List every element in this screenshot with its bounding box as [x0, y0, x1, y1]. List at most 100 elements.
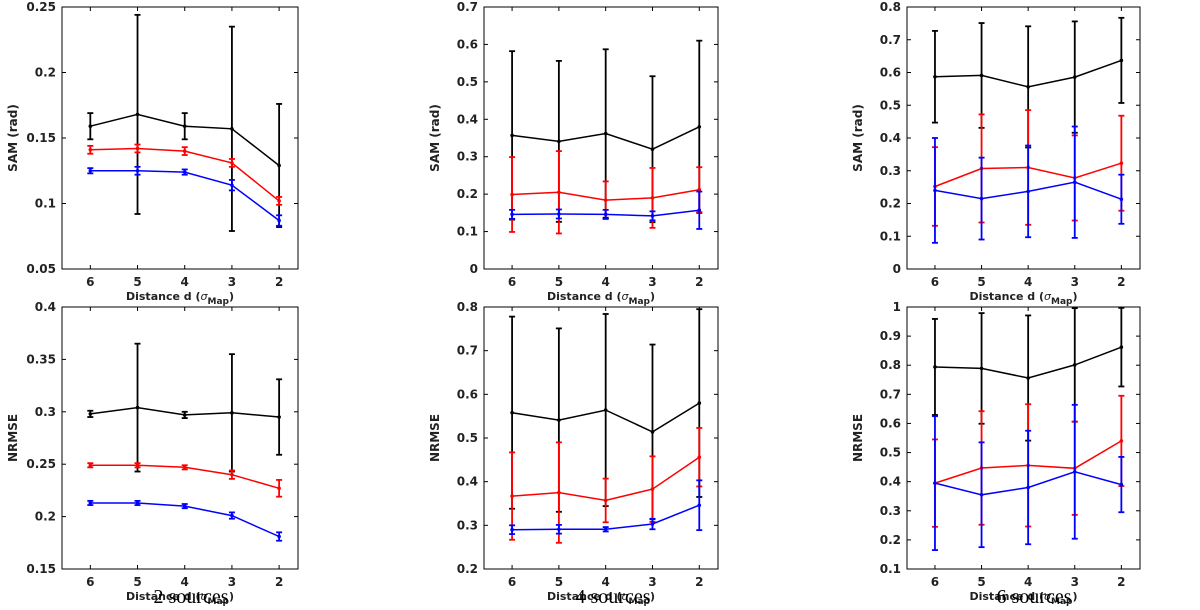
data-point — [88, 168, 93, 173]
data-point — [510, 494, 514, 498]
y-tick-label: 0.15 — [26, 562, 56, 576]
y-tick-label: 0.2 — [457, 187, 478, 201]
data-point — [650, 487, 655, 491]
data-point — [277, 218, 281, 223]
panel-2src-nrmse: 0.15 0.2 0.25 0.3 0.35 0.4 6 5 4 3 2 Distance d (σM… — [6, 300, 299, 607]
data-point — [557, 139, 561, 144]
y-tick-label: 0.3 — [35, 405, 56, 419]
data-point — [933, 365, 937, 369]
x-axis-label: Distance d (σMap) — [547, 590, 655, 607]
data-point — [1119, 161, 1124, 166]
x-tick-label: 2 — [275, 275, 283, 289]
x-tick-label: 6 — [86, 575, 94, 589]
y-tick-label: 0.6 — [880, 416, 901, 430]
y-tick-label: 1 — [893, 300, 901, 314]
data-point — [182, 504, 187, 508]
data-point — [650, 214, 655, 218]
data-point — [933, 188, 937, 193]
data-point — [135, 112, 140, 117]
data-point — [1026, 85, 1030, 89]
y-tick-label: 0.9 — [880, 329, 901, 343]
data-point — [135, 463, 140, 468]
data-point — [1119, 439, 1124, 443]
x-tick-label: 5 — [555, 575, 563, 589]
y-tick-label: 0.2 — [35, 66, 56, 80]
y-tick-label: 0.3 — [457, 150, 478, 164]
panel-4src-nrmse: 0.2 0.3 0.4 0.5 0.6 0.7 0.8 6 5 4 3 2 Distance d (σM… — [428, 300, 719, 607]
data-point — [510, 212, 514, 217]
y-tick-label: 0.15 — [26, 131, 56, 145]
data-point — [182, 413, 187, 417]
panel-6src-nrmse: 0.1 0.2 0.3 0.4 0.5 0.6 0.7 0.8 0.9 1 6 5 4 3 2 Distanc… — [851, 300, 1141, 607]
y-tick-label: 0.25 — [26, 457, 56, 471]
y-tick-label: 0.5 — [457, 431, 478, 445]
panel-2src-sam: 0.05 0.1 0.15 0.2 0.25 6 5 4 3 2 Distance d (σMap)… — [6, 0, 299, 307]
x-tick-label: 6 — [931, 275, 939, 289]
y-tick-label: 0.7 — [457, 344, 478, 358]
x-tick-label: 6 — [86, 275, 94, 289]
x-tick-label: 2 — [1117, 275, 1125, 289]
data-point — [979, 492, 984, 497]
data-point — [603, 212, 608, 217]
series-blue — [87, 499, 283, 542]
data-point — [650, 430, 655, 434]
x-tick-label: 6 — [508, 575, 516, 589]
data-point — [277, 415, 281, 419]
x-tick-label: 4 — [602, 275, 610, 289]
data-point — [979, 366, 984, 371]
caption-4-sources: 4 sources — [575, 586, 651, 608]
series-blue — [931, 125, 1125, 244]
data-point — [510, 133, 514, 138]
data-point — [230, 513, 234, 518]
y-tick-label: 0.8 — [457, 300, 478, 314]
data-point — [88, 501, 93, 505]
data-point — [88, 147, 93, 152]
data-point — [1072, 75, 1077, 79]
x-tick-label: 5 — [977, 575, 985, 589]
data-point — [557, 490, 561, 495]
data-point — [933, 481, 937, 485]
series-blue — [509, 190, 703, 230]
axes-box — [906, 306, 1141, 570]
data-point — [557, 527, 561, 532]
y-axis-label: NRMSE — [851, 414, 865, 462]
data-point — [182, 170, 187, 174]
x-tick-label: 4 — [1024, 275, 1032, 289]
series-black — [87, 342, 283, 473]
series-red — [87, 143, 283, 206]
y-tick-label: 0.5 — [880, 446, 901, 460]
data-point — [603, 408, 608, 412]
x-axis-label: Distance d (σMap) — [969, 290, 1077, 307]
y-tick-label: 0.4 — [457, 112, 478, 126]
y-axis-label: NRMSE — [6, 414, 20, 462]
x-tick-label: 4 — [181, 575, 189, 589]
series-red — [509, 150, 703, 235]
y-tick-label: 0.8 — [880, 358, 901, 372]
axes-box — [906, 6, 1141, 270]
x-tick-label: 5 — [977, 275, 985, 289]
y-tick-label: 0.7 — [880, 387, 901, 401]
data-point — [88, 463, 93, 468]
data-point — [135, 405, 140, 410]
data-point — [603, 131, 608, 136]
x-tick-label: 3 — [228, 575, 236, 589]
x-axis-label: Distance d (σMap) — [547, 290, 655, 307]
data-point — [1119, 197, 1124, 202]
y-tick-label: 0 — [470, 262, 478, 276]
y-tick-label: 0.1 — [880, 229, 901, 243]
y-tick-label: 0.4 — [457, 475, 478, 489]
data-point — [1026, 189, 1030, 194]
y-tick-label: 0.8 — [880, 0, 901, 14]
data-point — [697, 187, 702, 192]
data-point — [88, 124, 93, 129]
x-tick-label: 6 — [508, 275, 516, 289]
data-point — [603, 498, 608, 503]
y-axis-label: NRMSE — [428, 414, 442, 462]
data-point — [182, 149, 187, 153]
data-point — [230, 472, 234, 477]
data-point — [979, 196, 984, 201]
x-axis-label: Distance d (σMap) — [969, 590, 1077, 607]
data-point — [603, 198, 608, 202]
series-blue — [509, 479, 703, 535]
